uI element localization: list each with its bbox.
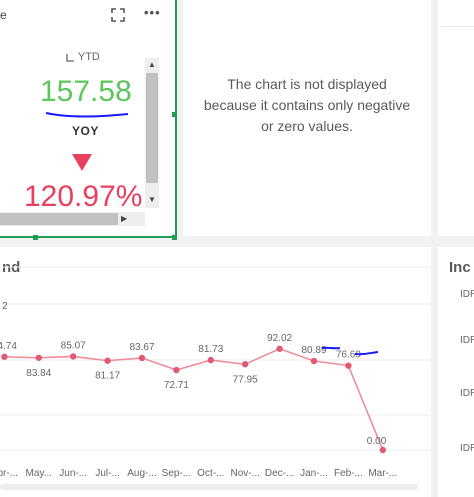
income-card: Inc IDR IDR IDR IDR: [438, 247, 474, 497]
resize-handle[interactable]: [33, 235, 38, 240]
data-label: 77.95: [233, 374, 258, 385]
trend-chart: 2 84.74 83.84 85.07 81.17 83.67 72.71 81.73 77.9…: [0, 266, 431, 490]
axis-label: IDR: [460, 388, 474, 399]
x-tick-label: Mar-...: [368, 468, 397, 479]
x-tick-label: Dec-...: [265, 468, 294, 479]
kpi-value: 157.58: [40, 75, 132, 108]
data-label: 83.84: [26, 368, 51, 379]
scroll-up-icon[interactable]: ▲: [148, 60, 156, 69]
down-arrow-icon: [72, 154, 92, 171]
data-point: [1, 353, 8, 360]
data-label: 2: [2, 301, 8, 312]
kpi-change: 120.97%: [24, 180, 143, 213]
data-label: 80.89: [301, 345, 326, 356]
data-label: 0.00: [367, 436, 387, 447]
annotation-stroke: [321, 346, 341, 350]
data-label: 84.74: [0, 341, 17, 352]
scroll-down-icon[interactable]: ▼: [148, 195, 156, 204]
x-tick-label: Jan-...: [300, 468, 328, 479]
kpi-period: YTD: [66, 51, 100, 63]
x-tick-label: Aug-...: [127, 468, 156, 479]
calendar-icon: [66, 53, 74, 62]
kpi-card[interactable]: e ••• YTD 157.58 YOY 120.97% ▲ ▼ ▶: [0, 0, 177, 238]
data-point: [379, 446, 386, 454]
x-tick-label: May...: [26, 468, 52, 479]
x-tick-label: Jun-...: [59, 468, 87, 479]
x-tick-label: Nov-...: [230, 468, 259, 479]
x-tick-label: Oct-...: [197, 468, 224, 479]
horizontal-scrollbar[interactable]: ▶: [0, 212, 145, 226]
data-point: [138, 354, 146, 362]
data-point: [207, 356, 214, 364]
data-point: [242, 361, 249, 368]
vertical-scrollbar[interactable]: ▲ ▼: [145, 58, 159, 208]
data-point: [173, 366, 180, 374]
expand-icon[interactable]: [111, 8, 125, 25]
message-line: because it contains only negative: [203, 97, 411, 113]
side-card: [438, 0, 474, 236]
x-tick-label: Feb-...: [334, 468, 363, 479]
data-label: 85.07: [61, 340, 86, 351]
resize-handle[interactable]: [172, 235, 177, 240]
trend-card: nd 284.7483.8485.0781.1783.6772.7181.737…: [0, 247, 431, 497]
more-icon[interactable]: •••: [144, 5, 161, 20]
scroll-thumb[interactable]: [146, 73, 158, 183]
message-line: or zero values.: [261, 118, 353, 134]
series-line: [4, 347, 384, 451]
empty-chart-message: The chart is not displayed because it co…: [183, 74, 431, 137]
axis-label: IDR: [460, 289, 474, 300]
yoy-label: YOY: [72, 124, 99, 138]
data-label: 81.73: [198, 344, 223, 355]
data-point: [310, 357, 318, 365]
axis-label: IDR: [460, 443, 474, 454]
data-label: 72.71: [164, 380, 189, 391]
annotation-stroke: [354, 351, 379, 356]
chart-message-card: The chart is not displayed because it co…: [183, 0, 431, 236]
data-label: 81.17: [95, 371, 120, 382]
divider: [442, 26, 474, 27]
data-label: 92.02: [267, 333, 292, 344]
chart-scrollbar: [0, 484, 418, 490]
annotation-stroke: [45, 112, 129, 118]
resize-handle[interactable]: [172, 112, 177, 117]
income-title: Inc: [449, 259, 471, 276]
data-point: [345, 362, 352, 369]
scroll-thumb-horizontal[interactable]: [0, 213, 118, 225]
axis-label: IDR: [460, 335, 474, 346]
data-label: 83.67: [129, 342, 154, 353]
x-tick-label: Sep-...: [162, 468, 191, 479]
data-point: [104, 357, 111, 364]
data-point: [276, 345, 283, 352]
data-point: [70, 353, 77, 360]
data-point: [35, 354, 42, 361]
message-line: The chart is not displayed: [227, 76, 387, 92]
x-tick-label: Apr-...: [0, 468, 18, 479]
kpi-period-label: YTD: [77, 51, 100, 63]
x-tick-label: Jul-...: [95, 468, 119, 479]
kpi-title: e: [0, 8, 7, 22]
scroll-right-icon[interactable]: ▶: [121, 214, 128, 223]
data-label: 76.69: [336, 350, 361, 361]
